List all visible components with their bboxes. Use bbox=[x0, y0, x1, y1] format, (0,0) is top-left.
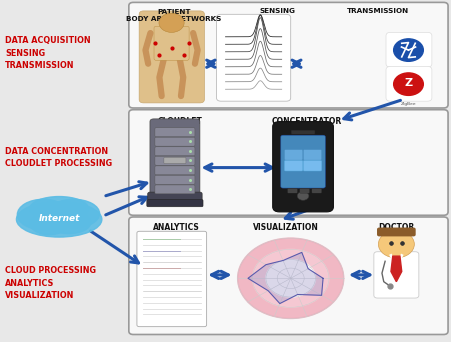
FancyBboxPatch shape bbox=[155, 185, 195, 194]
FancyBboxPatch shape bbox=[155, 166, 195, 175]
FancyBboxPatch shape bbox=[281, 135, 325, 188]
FancyBboxPatch shape bbox=[155, 175, 195, 184]
Text: CONCENTRATOR: CONCENTRATOR bbox=[272, 117, 341, 126]
Circle shape bbox=[378, 231, 414, 258]
FancyBboxPatch shape bbox=[155, 128, 195, 136]
FancyBboxPatch shape bbox=[139, 11, 204, 103]
Text: CLOUDLET: CLOUDLET bbox=[158, 117, 203, 126]
Text: PATIENT
BODY AREA NETWORKS: PATIENT BODY AREA NETWORKS bbox=[126, 9, 221, 22]
Text: DOCTOR: DOCTOR bbox=[378, 223, 414, 233]
FancyBboxPatch shape bbox=[155, 147, 195, 156]
Polygon shape bbox=[391, 256, 402, 282]
FancyBboxPatch shape bbox=[288, 188, 298, 193]
FancyBboxPatch shape bbox=[303, 160, 322, 171]
FancyBboxPatch shape bbox=[148, 192, 202, 205]
Circle shape bbox=[394, 73, 423, 95]
Ellipse shape bbox=[30, 197, 88, 220]
FancyBboxPatch shape bbox=[299, 188, 309, 193]
FancyBboxPatch shape bbox=[155, 156, 195, 165]
Text: Z: Z bbox=[405, 78, 413, 88]
FancyBboxPatch shape bbox=[386, 32, 432, 67]
FancyBboxPatch shape bbox=[377, 227, 416, 236]
Ellipse shape bbox=[47, 212, 91, 234]
FancyBboxPatch shape bbox=[374, 252, 419, 298]
FancyBboxPatch shape bbox=[303, 149, 322, 160]
FancyBboxPatch shape bbox=[150, 119, 200, 198]
FancyBboxPatch shape bbox=[137, 231, 207, 327]
Circle shape bbox=[266, 260, 315, 297]
Circle shape bbox=[238, 238, 344, 318]
Ellipse shape bbox=[47, 199, 100, 228]
Text: ANALYTICS: ANALYTICS bbox=[153, 223, 199, 233]
Text: CLOUD PROCESSING
ANALYTICS
VISUALIZATION: CLOUD PROCESSING ANALYTICS VISUALIZATION bbox=[5, 266, 96, 300]
FancyBboxPatch shape bbox=[216, 14, 291, 101]
FancyBboxPatch shape bbox=[129, 2, 448, 108]
Circle shape bbox=[253, 249, 329, 307]
FancyBboxPatch shape bbox=[154, 26, 189, 60]
Circle shape bbox=[394, 39, 423, 61]
Text: Internet: Internet bbox=[38, 214, 80, 223]
Ellipse shape bbox=[17, 199, 69, 230]
FancyBboxPatch shape bbox=[129, 217, 448, 334]
Text: DATA ACQUISITION
SENSING
TRANSMISSION: DATA ACQUISITION SENSING TRANSMISSION bbox=[5, 37, 91, 70]
Ellipse shape bbox=[30, 213, 68, 235]
Circle shape bbox=[159, 13, 184, 32]
Text: SENSING: SENSING bbox=[259, 8, 295, 14]
Text: ZigBee: ZigBee bbox=[400, 102, 416, 106]
Ellipse shape bbox=[16, 202, 102, 237]
FancyBboxPatch shape bbox=[285, 160, 303, 171]
FancyBboxPatch shape bbox=[285, 149, 303, 160]
Text: TRANSMISSION: TRANSMISSION bbox=[347, 8, 410, 14]
Circle shape bbox=[297, 192, 309, 200]
Text: VISUALIZATION: VISUALIZATION bbox=[253, 223, 319, 233]
FancyBboxPatch shape bbox=[155, 137, 195, 146]
FancyBboxPatch shape bbox=[129, 110, 448, 215]
FancyBboxPatch shape bbox=[273, 122, 333, 212]
FancyBboxPatch shape bbox=[147, 200, 203, 207]
FancyBboxPatch shape bbox=[386, 66, 432, 101]
Text: DATA CONCENTRATION
CLOUDLET PROCESSING: DATA CONCENTRATION CLOUDLET PROCESSING bbox=[5, 147, 112, 168]
FancyBboxPatch shape bbox=[312, 188, 322, 193]
Polygon shape bbox=[248, 252, 323, 304]
FancyBboxPatch shape bbox=[291, 130, 315, 134]
FancyBboxPatch shape bbox=[164, 157, 186, 163]
